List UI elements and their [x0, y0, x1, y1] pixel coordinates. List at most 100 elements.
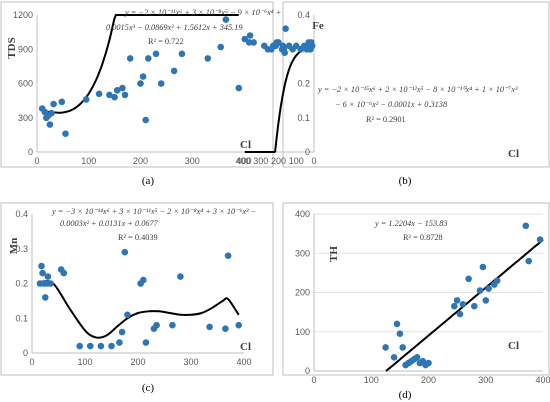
x-tick-label: 300 [185, 156, 200, 166]
data-point [111, 93, 118, 101]
y-tick-label: 100 [295, 327, 310, 337]
panel-caption: (d) [399, 389, 412, 401]
data-point [479, 263, 487, 271]
x-tick-label: 300 [183, 357, 198, 367]
x-axis-title: Cl [508, 148, 519, 160]
data-point [47, 280, 54, 287]
data-point [235, 84, 243, 92]
data-point [38, 262, 45, 270]
y-tick-label: 600 [18, 79, 33, 89]
data-point [282, 25, 289, 32]
data-point [204, 55, 212, 62]
trendline-equation: y = −2 × 10⁻¹¹x⁶ + 3 × 10⁻⁸x⁵ − 9 × 10⁻⁶… [124, 8, 281, 17]
chart-panel-d: 0 100 200 300 400 0 100 200 300 400 y = 1.2204x − … [282, 202, 550, 385]
data-point [222, 325, 229, 333]
data-point [235, 321, 242, 329]
trendline [42, 14, 239, 114]
r-squared-label: R² = 0.8728 [403, 233, 443, 242]
data-point [118, 328, 126, 336]
data-point [482, 297, 490, 304]
data-point [305, 39, 313, 46]
data-point [459, 301, 467, 308]
data-point [140, 276, 147, 284]
data-point [177, 273, 184, 280]
x-tick-label: 100 [81, 156, 96, 166]
r-squared-label: R² = 0.722 [148, 37, 184, 46]
x-axis-title: Cl [240, 341, 251, 353]
x-tick-label: 0 [311, 156, 316, 166]
data-point [224, 252, 232, 259]
data-point [142, 116, 149, 124]
data-point [522, 222, 530, 230]
y-tick-label: 0 [23, 348, 28, 358]
x-tick-label: 400 [535, 375, 550, 385]
x-tick-label: 300 [478, 375, 493, 385]
data-point [399, 344, 407, 351]
data-point [126, 55, 134, 62]
data-point [536, 236, 544, 243]
x-tick-label: 200 [421, 375, 436, 385]
data-point [396, 330, 404, 338]
data-point [465, 275, 472, 283]
x-tick-label: 100 [364, 375, 379, 385]
y-tick-label: 1200 [13, 10, 33, 20]
data-point [106, 91, 113, 99]
x-tick-label: 400 [236, 156, 251, 166]
y-tick-label: 0.2 [297, 79, 310, 89]
data-point [485, 285, 492, 292]
data-point [246, 32, 254, 39]
data-point [153, 321, 160, 329]
data-point [241, 35, 249, 43]
trendline-equation: − 6 × 10⁻⁶x² − 0.0001x + 0.3138 [335, 100, 448, 109]
x-tick-label: 200 [271, 156, 286, 166]
y-tick-label: 300 [18, 113, 33, 123]
data-point [390, 354, 398, 361]
data-point [50, 100, 57, 108]
data-point [157, 80, 165, 87]
x-tick-label: 400 [235, 156, 250, 166]
data-point [493, 277, 501, 285]
panel-frame [0, 202, 274, 376]
trendline-equation: y = −3 × 10⁻¹⁴x⁶ + 3 × 10⁻¹¹x⁵ − 2 × 10⁻… [51, 207, 256, 216]
y-tick-label: 0.3 [15, 244, 28, 254]
data-point [42, 294, 49, 301]
x-tick-label: 400 [236, 357, 251, 367]
trendline-equation: y = 1.2204x − 153.83 [374, 219, 448, 228]
y-tick-label: 0.1 [297, 113, 310, 123]
r-squared-label: R² = 0.2901 [366, 115, 406, 124]
data-point [222, 16, 230, 23]
y-tick-label: 900 [18, 44, 33, 54]
data-point [97, 342, 105, 350]
x-tick-label: 100 [77, 357, 92, 367]
y-axis-title: TH [328, 246, 340, 262]
data-point [297, 46, 305, 53]
x-tick-label: 0 [34, 156, 39, 166]
data-point [39, 269, 46, 277]
y-tick-label: 0.2 [15, 279, 28, 289]
y-axis-title: TDS [6, 37, 18, 58]
x-axis-title: Cl [508, 340, 519, 352]
x-tick-label: 200 [130, 357, 145, 367]
panel-caption: (b) [399, 175, 412, 187]
data-point [451, 302, 458, 310]
y-tick-label: 200 [295, 288, 310, 298]
x-tick-label: 0 [311, 375, 316, 385]
data-point [60, 269, 68, 277]
data-point [116, 339, 123, 346]
y-axis-title: Mn [8, 238, 20, 255]
x-tick-label: 0 [29, 357, 34, 367]
y-tick-label: 0 [305, 147, 310, 157]
data-point [393, 320, 401, 328]
data-point [425, 359, 432, 367]
data-point [476, 287, 484, 294]
x-tick-label: 100 [289, 156, 304, 166]
data-point [76, 342, 83, 350]
data-point [525, 257, 532, 265]
data-point [217, 43, 224, 51]
chart-panel-c: 0 0.1 0.2 0.3 0.4 0 100 200 300 400 y = −3 × 10⁻¹⁴… [0, 202, 274, 376]
y-tick-label: 0 [28, 147, 33, 157]
data-point [44, 273, 52, 280]
data-point [87, 342, 94, 350]
